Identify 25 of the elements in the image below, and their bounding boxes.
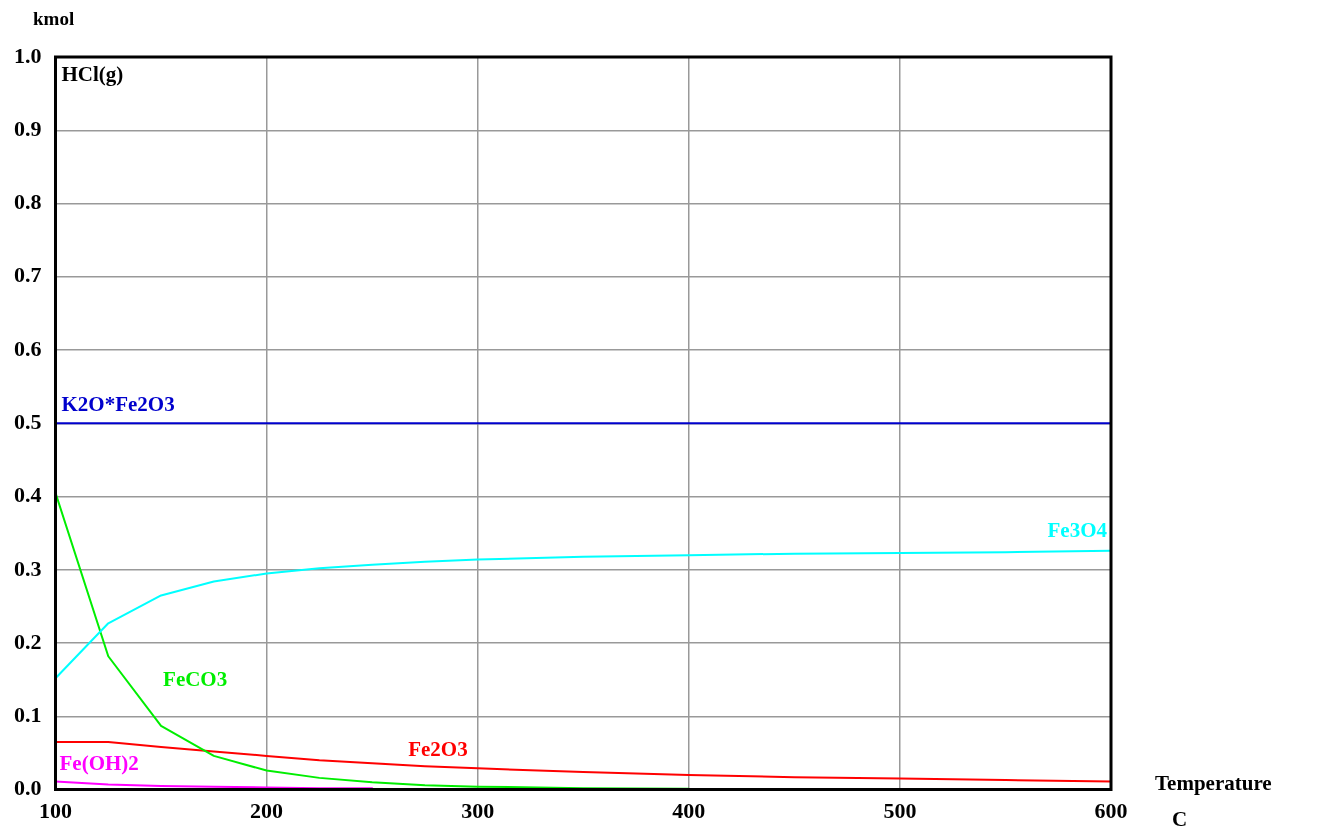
series-label: Fe(OH)2 — [59, 750, 139, 775]
x-tick-label: 400 — [672, 798, 706, 824]
y-tick-label: 0.8 — [14, 189, 42, 215]
y-tick-label: 0.0 — [14, 775, 42, 801]
x-axis-title: Temperature C — [1155, 771, 1272, 831]
x-tick-label: 100 — [39, 798, 72, 824]
series-label: FeCO3 — [163, 666, 228, 691]
x-tick-label: 500 — [883, 798, 917, 824]
y-tick-label: 0.5 — [14, 408, 42, 434]
y-axis-title: kmol — [33, 8, 75, 29]
series-label: K2O*Fe2O3 — [61, 392, 175, 417]
y-tick-label: 0.7 — [14, 262, 42, 288]
y-tick-label: 1.0 — [14, 42, 42, 68]
y-tick-label: 0.4 — [14, 482, 42, 508]
x-tick-label: 300 — [461, 798, 495, 824]
y-tick-label: 0.3 — [14, 555, 42, 581]
annotation: HCl(g) — [61, 62, 124, 86]
y-tick-label: 0.6 — [14, 335, 42, 361]
x-tick-label: 600 — [1094, 798, 1128, 824]
y-tick-label: 0.2 — [14, 628, 42, 654]
y-tick-label: 0.9 — [14, 115, 42, 141]
series-label: Fe2O3 — [408, 737, 468, 762]
y-tick-label: 0.1 — [14, 702, 42, 728]
x-tick-label: 200 — [250, 798, 284, 824]
series-label: Fe3O4 — [1047, 517, 1108, 542]
